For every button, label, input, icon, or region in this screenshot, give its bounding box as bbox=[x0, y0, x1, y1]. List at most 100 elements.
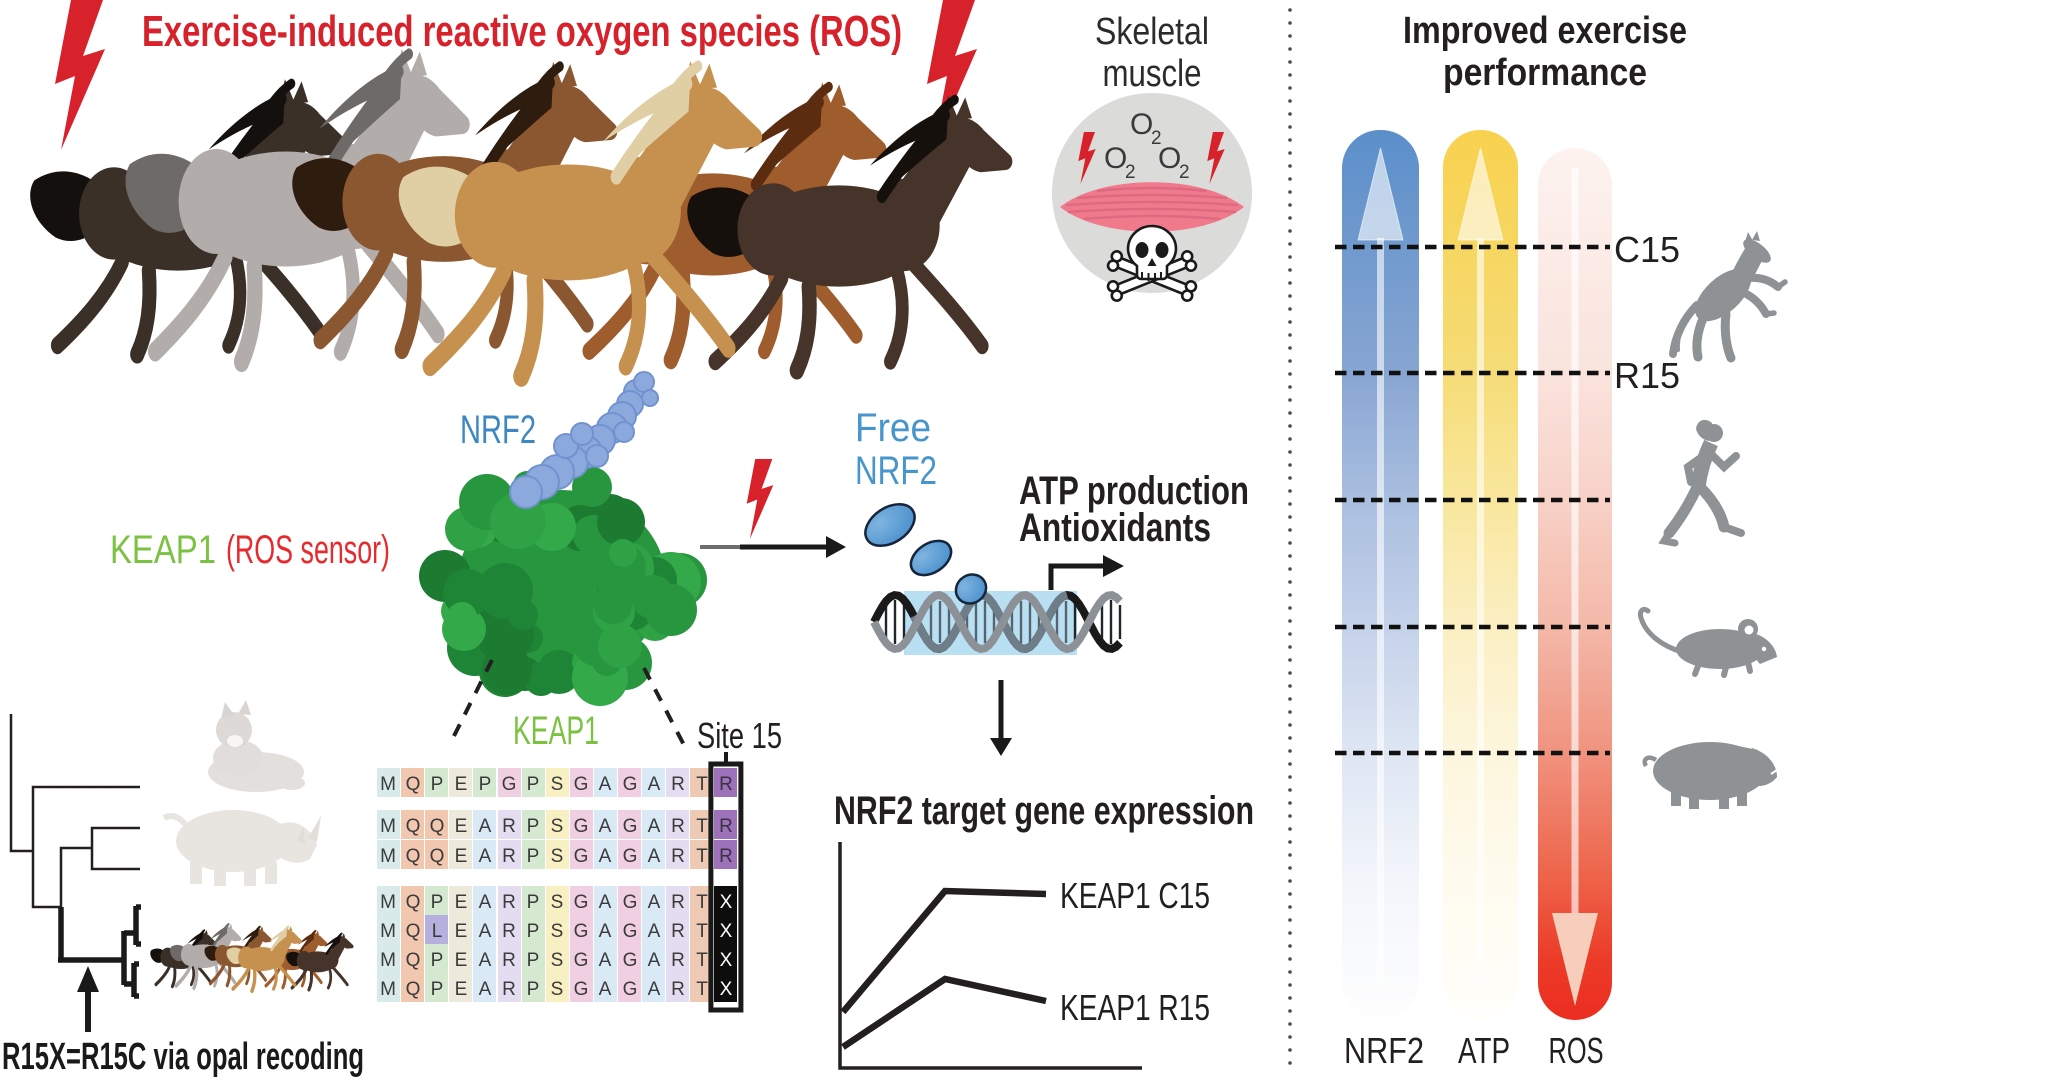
svg-text:KEAP1: KEAP1 bbox=[513, 709, 599, 753]
svg-text:R: R bbox=[502, 921, 516, 942]
svg-text:G: G bbox=[574, 921, 589, 942]
svg-text:G: G bbox=[623, 774, 638, 795]
svg-text:Q: Q bbox=[406, 950, 421, 971]
svg-text:T: T bbox=[696, 950, 708, 971]
svg-text:P: P bbox=[527, 950, 540, 971]
svg-text:Q: Q bbox=[406, 816, 421, 837]
svg-text:A: A bbox=[648, 921, 661, 942]
svg-text:E: E bbox=[455, 774, 468, 795]
svg-text:(ROS sensor): (ROS sensor) bbox=[226, 528, 390, 572]
svg-text:Q: Q bbox=[430, 816, 445, 837]
svg-text:P: P bbox=[431, 979, 444, 1000]
svg-text:G: G bbox=[623, 892, 638, 913]
svg-text:S: S bbox=[551, 846, 564, 867]
svg-text:2: 2 bbox=[1151, 128, 1162, 149]
svg-text:E: E bbox=[455, 921, 468, 942]
svg-text:A: A bbox=[479, 979, 492, 1000]
svg-text:A: A bbox=[648, 816, 661, 837]
svg-text:M: M bbox=[380, 921, 396, 942]
svg-text:T: T bbox=[696, 979, 708, 1000]
svg-text:X: X bbox=[720, 892, 733, 913]
svg-text:T: T bbox=[696, 816, 708, 837]
svg-text:Q: Q bbox=[406, 846, 421, 867]
svg-text:R: R bbox=[671, 816, 685, 837]
svg-text:M: M bbox=[380, 979, 396, 1000]
svg-text:G: G bbox=[623, 816, 638, 837]
svg-text:R: R bbox=[502, 979, 516, 1000]
svg-text:ATP production: ATP production bbox=[1019, 469, 1249, 513]
svg-text:S: S bbox=[551, 921, 564, 942]
svg-text:M: M bbox=[380, 774, 396, 795]
svg-text:P: P bbox=[431, 950, 444, 971]
svg-text:O: O bbox=[1104, 142, 1127, 175]
svg-text:X: X bbox=[720, 950, 733, 971]
svg-text:R: R bbox=[502, 950, 516, 971]
svg-text:E: E bbox=[455, 979, 468, 1000]
svg-text:NRF2: NRF2 bbox=[1344, 1030, 1424, 1071]
svg-text:M: M bbox=[380, 950, 396, 971]
svg-text:R: R bbox=[671, 921, 685, 942]
svg-text:R15X=R15C via opal recoding: R15X=R15C via opal recoding bbox=[2, 1036, 364, 1077]
svg-text:A: A bbox=[648, 892, 661, 913]
svg-text:R: R bbox=[671, 892, 685, 913]
svg-text:ATP: ATP bbox=[1458, 1030, 1510, 1071]
svg-text:A: A bbox=[479, 892, 492, 913]
svg-text:R: R bbox=[502, 892, 516, 913]
svg-text:2: 2 bbox=[1179, 162, 1190, 183]
svg-text:A: A bbox=[599, 979, 612, 1000]
svg-text:R: R bbox=[671, 846, 685, 867]
svg-text:Skeletal: Skeletal bbox=[1095, 11, 1209, 53]
svg-text:S: S bbox=[551, 774, 564, 795]
svg-text:A: A bbox=[479, 846, 492, 867]
svg-text:S: S bbox=[551, 950, 564, 971]
svg-text:P: P bbox=[527, 892, 540, 913]
svg-text:T: T bbox=[696, 846, 708, 867]
svg-text:R: R bbox=[719, 846, 733, 867]
svg-text:A: A bbox=[599, 892, 612, 913]
svg-text:P: P bbox=[431, 892, 444, 913]
svg-text:M: M bbox=[380, 846, 396, 867]
svg-text:T: T bbox=[696, 774, 708, 795]
svg-text:A: A bbox=[479, 950, 492, 971]
svg-text:T: T bbox=[696, 921, 708, 942]
svg-text:Q: Q bbox=[406, 892, 421, 913]
svg-text:P: P bbox=[479, 774, 492, 795]
svg-text:R: R bbox=[671, 979, 685, 1000]
svg-text:Q: Q bbox=[430, 846, 445, 867]
svg-text:ROS: ROS bbox=[1549, 1030, 1604, 1071]
svg-text:NRF2: NRF2 bbox=[855, 449, 937, 493]
svg-text:R: R bbox=[671, 774, 685, 795]
svg-text:P: P bbox=[527, 816, 540, 837]
svg-text:NRF2: NRF2 bbox=[460, 408, 536, 452]
svg-text:A: A bbox=[648, 979, 661, 1000]
svg-text:L: L bbox=[432, 921, 443, 942]
svg-text:R: R bbox=[719, 816, 733, 837]
svg-text:G: G bbox=[502, 774, 517, 795]
svg-text:KEAP1: KEAP1 bbox=[110, 528, 216, 572]
svg-text:S: S bbox=[551, 892, 564, 913]
svg-text:M: M bbox=[380, 816, 396, 837]
svg-text:S: S bbox=[551, 816, 564, 837]
svg-text:G: G bbox=[574, 979, 589, 1000]
svg-text:G: G bbox=[574, 950, 589, 971]
svg-text:T: T bbox=[696, 892, 708, 913]
svg-text:NRF2 target gene expression: NRF2 target gene expression bbox=[834, 789, 1254, 833]
svg-text:A: A bbox=[648, 950, 661, 971]
svg-text:E: E bbox=[455, 846, 468, 867]
svg-text:P: P bbox=[527, 979, 540, 1000]
svg-text:KEAP1 R15: KEAP1 R15 bbox=[1060, 987, 1210, 1028]
svg-text:P: P bbox=[527, 921, 540, 942]
svg-text:Exercise-induced reactive oxyg: Exercise-induced reactive oxygen species… bbox=[142, 7, 902, 56]
svg-text:E: E bbox=[455, 816, 468, 837]
svg-text:Site 15: Site 15 bbox=[697, 715, 782, 756]
svg-text:C15: C15 bbox=[1614, 229, 1680, 270]
svg-text:A: A bbox=[599, 846, 612, 867]
svg-text:Antioxidants: Antioxidants bbox=[1019, 506, 1211, 550]
svg-text:2: 2 bbox=[1125, 162, 1136, 183]
svg-text:A: A bbox=[648, 846, 661, 867]
svg-text:X: X bbox=[720, 979, 733, 1000]
svg-text:G: G bbox=[574, 816, 589, 837]
svg-text:P: P bbox=[431, 774, 444, 795]
svg-text:M: M bbox=[380, 892, 396, 913]
svg-text:A: A bbox=[479, 921, 492, 942]
